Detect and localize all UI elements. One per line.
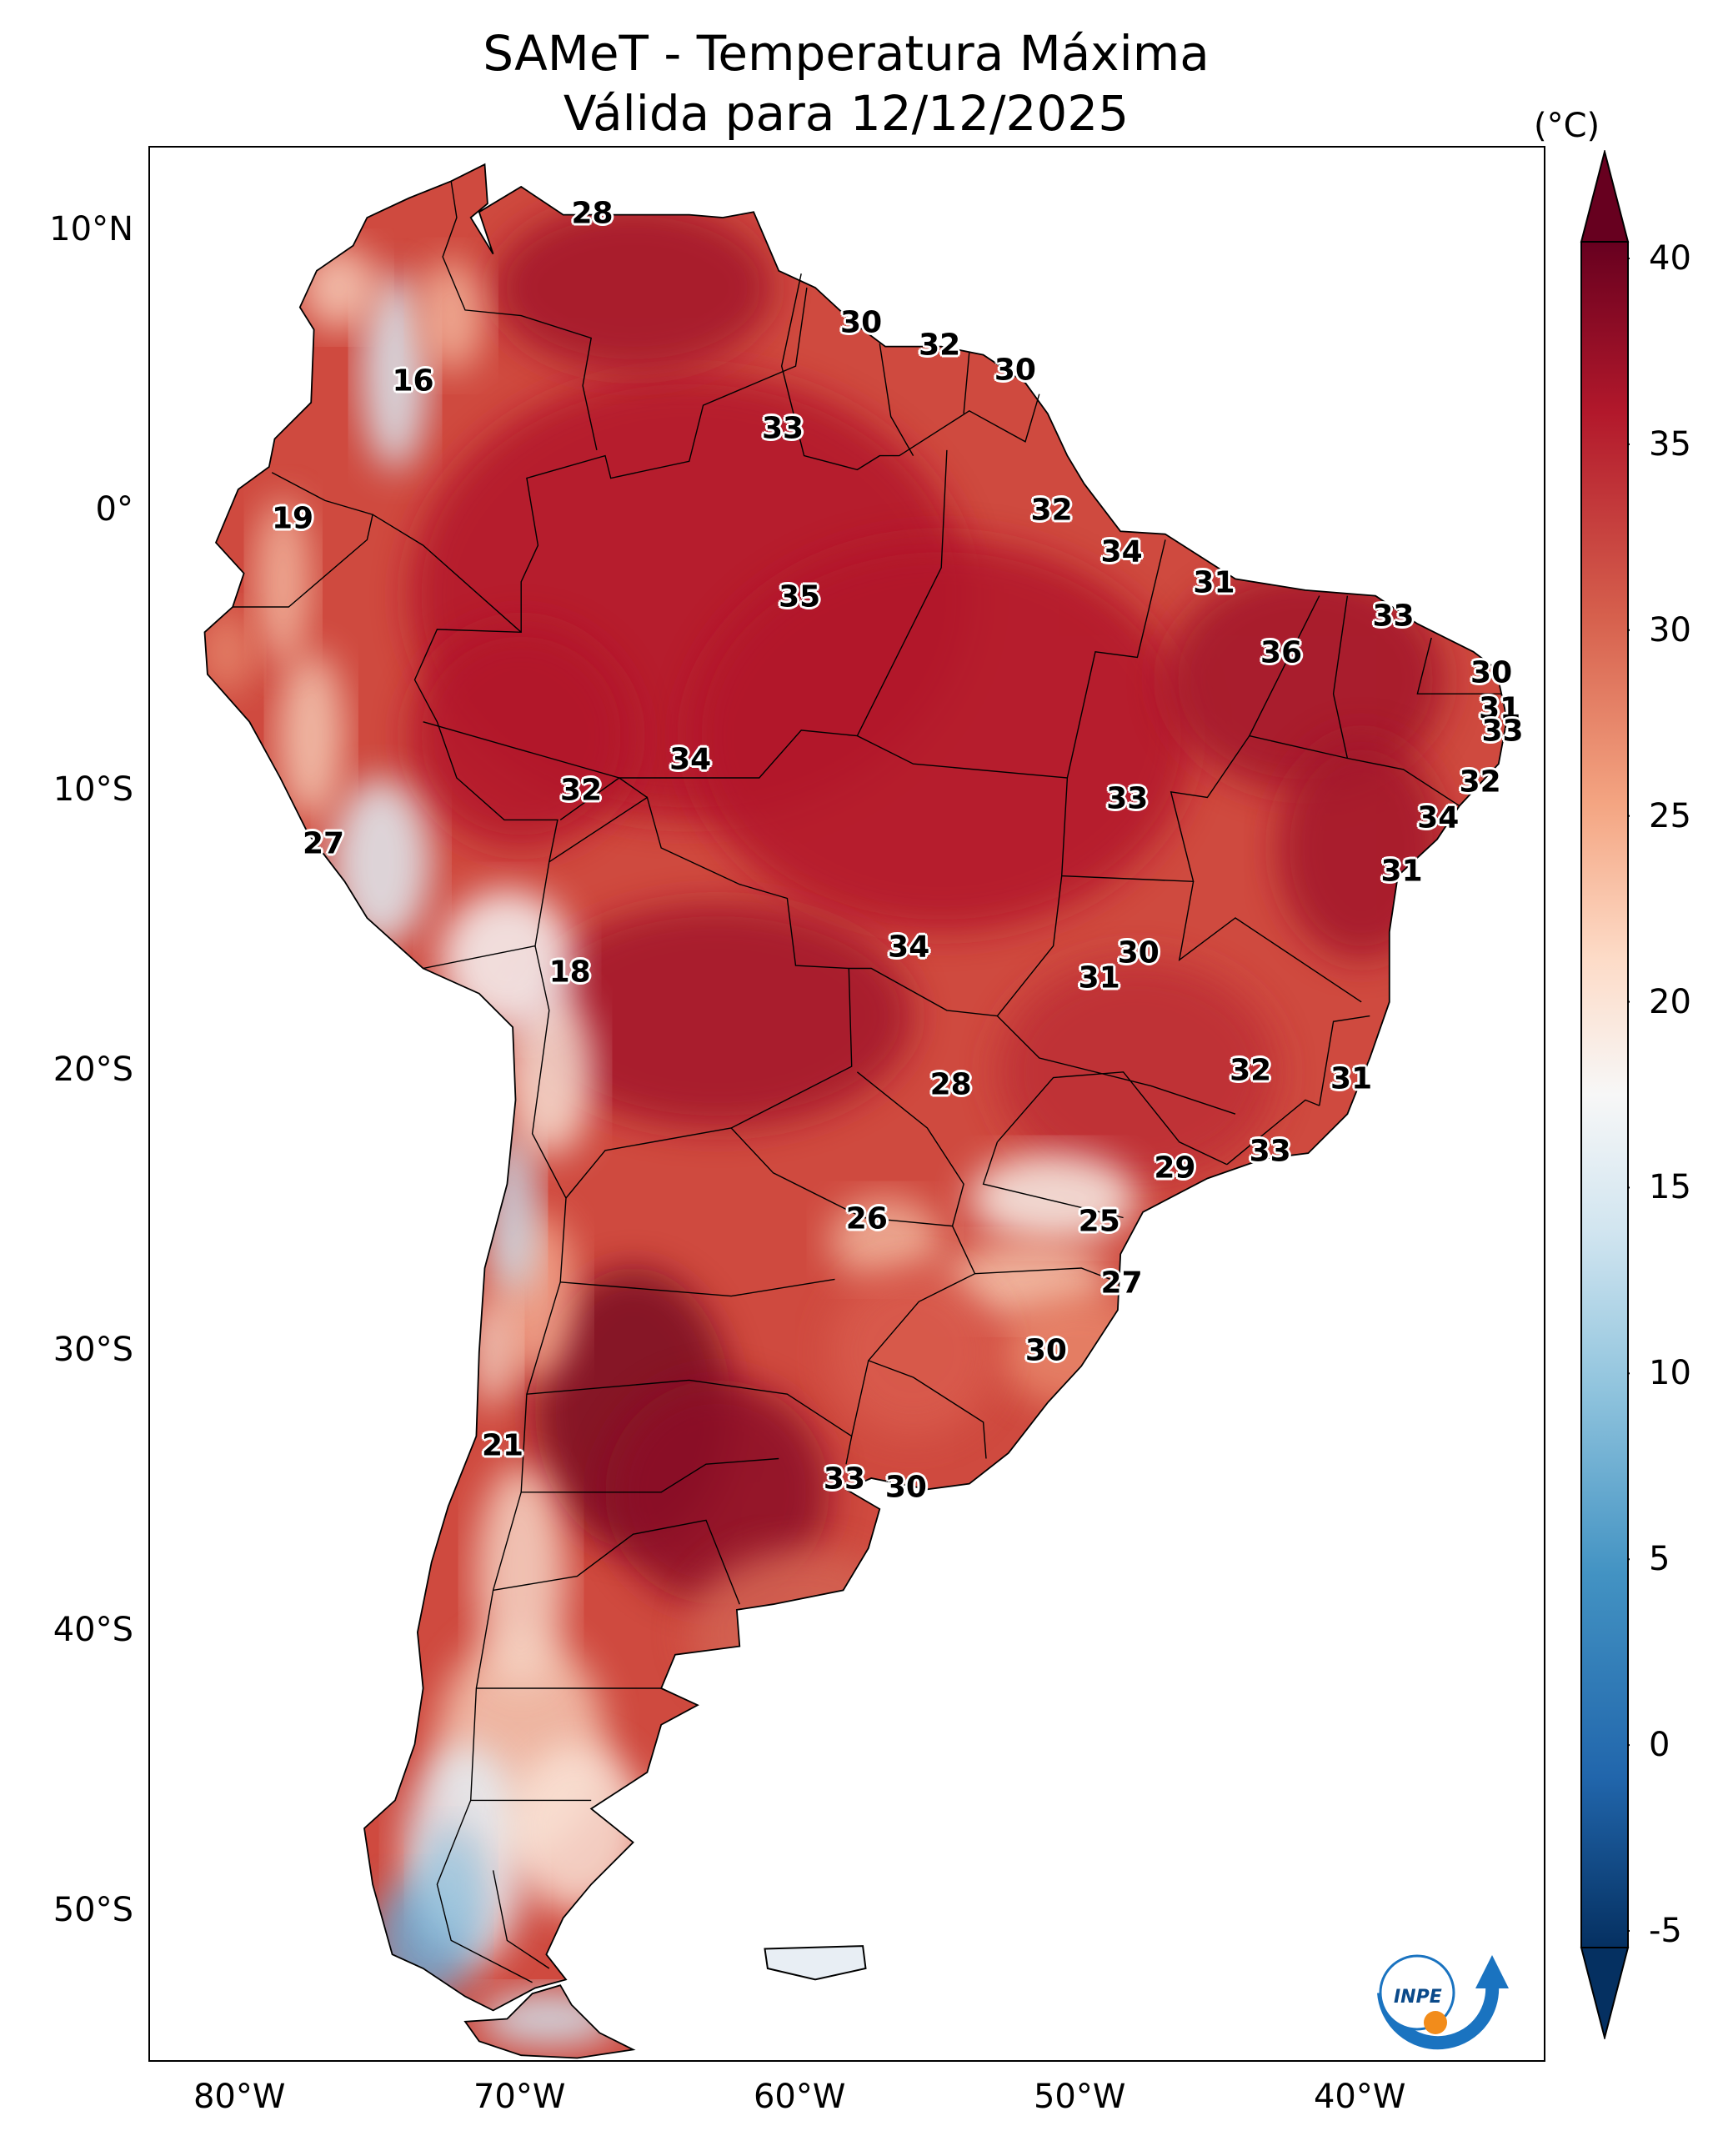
colorbar-tick-label: 10 <box>1649 1354 1691 1393</box>
temperature-label: 33 <box>823 1462 866 1497</box>
temperature-label: 28 <box>929 1067 972 1102</box>
temperature-label: 31 <box>1330 1061 1373 1096</box>
temperature-label: 34 <box>1100 534 1143 569</box>
temperature-label: 36 <box>1260 635 1303 670</box>
temperature-label: 27 <box>1100 1266 1143 1301</box>
country-borders <box>233 181 1502 1983</box>
longitude-tick: 60°W <box>753 2078 846 2116</box>
temperature-label: 33 <box>761 411 804 446</box>
temperature-label: 32 <box>919 328 961 363</box>
temperature-label: 26 <box>845 1201 888 1236</box>
inpe-logo: INPE <box>1377 1954 1509 2050</box>
longitude-tick: 80°W <box>193 2078 286 2116</box>
temperature-label: 33 <box>1249 1134 1291 1169</box>
temperature-label: 16 <box>392 364 434 399</box>
temperature-label: 32 <box>560 773 603 808</box>
temperature-label: 32 <box>1459 765 1501 800</box>
colorbar-tick-label: 15 <box>1649 1168 1691 1207</box>
map-panel <box>148 146 1545 2062</box>
temperature-label: 31 <box>1078 960 1120 995</box>
latitude-tick: 30°S <box>53 1330 133 1369</box>
temperature-label: 21 <box>481 1428 524 1463</box>
colorbar-tick-label: 20 <box>1649 982 1691 1021</box>
latitude-tick: 20°S <box>53 1050 133 1089</box>
logo-text: INPE <box>1394 1987 1442 2008</box>
latitude-tick: 10°N <box>49 209 133 248</box>
temperature-label: 30 <box>884 1470 927 1505</box>
latitude-tick: 0° <box>95 489 133 529</box>
colorbar-tick-label: 5 <box>1649 1540 1670 1579</box>
map-title: SAMeT - Temperatura Máxima Válida para 1… <box>0 23 1692 143</box>
temperature-label: 32 <box>1230 1053 1272 1088</box>
colorbar-tick-label: -5 <box>1649 1912 1682 1950</box>
title-line-1: SAMeT - Temperatura Máxima <box>483 25 1210 82</box>
temperature-label: 30 <box>1024 1333 1067 1368</box>
colorbar <box>1580 150 1630 2039</box>
colorbar-tick-label: 30 <box>1649 610 1691 649</box>
temperature-label: 25 <box>1078 1204 1120 1239</box>
colorbar-tick-label: 25 <box>1649 796 1691 835</box>
temperature-label: 34 <box>1417 800 1460 835</box>
colorbar-gradient <box>1580 241 1629 1948</box>
continent-land <box>203 163 1508 2059</box>
temperature-label: 33 <box>1106 781 1149 816</box>
temperature-label: 34 <box>888 930 930 965</box>
temperature-label: 31 <box>1193 565 1235 600</box>
latitude-tick: 40°S <box>53 1610 133 1649</box>
latitude-tick: 50°S <box>53 1890 133 1929</box>
title-line-2: Válida para 12/12/2025 <box>563 85 1129 142</box>
temperature-label: 28 <box>571 196 614 231</box>
latitude-tick: 10°S <box>53 770 133 809</box>
longitude-tick: 40°W <box>1313 2078 1406 2116</box>
colorbar-min-extension <box>1580 1947 1630 2039</box>
temperature-label: 33 <box>1481 714 1524 749</box>
temperature-label: 19 <box>271 501 314 536</box>
temperature-label: 32 <box>1030 493 1073 528</box>
temperature-label: 30 <box>840 305 883 340</box>
temperature-label: 29 <box>1154 1151 1196 1186</box>
temperature-label: 31 <box>1479 691 1521 726</box>
temperature-label: 18 <box>548 955 591 990</box>
temperature-label: 33 <box>1372 599 1415 634</box>
colorbar-unit: (°C) <box>1534 107 1600 145</box>
temperature-map <box>203 163 1508 2059</box>
longitude-tick: 70°W <box>473 2078 566 2116</box>
temperature-label: 30 <box>1470 655 1513 690</box>
colorbar-tick-label: 40 <box>1649 239 1691 278</box>
temperature-label: 31 <box>1380 854 1423 889</box>
longitude-tick: 50°W <box>1033 2078 1126 2116</box>
temperature-label: 27 <box>302 826 345 861</box>
colorbar-tick-label: 35 <box>1649 424 1691 464</box>
temperature-label: 30 <box>994 353 1036 388</box>
temperature-label: 34 <box>669 742 712 777</box>
colorbar-max-extension <box>1580 150 1630 243</box>
temperature-label: 35 <box>779 579 821 614</box>
temperature-label: 30 <box>1117 935 1160 970</box>
colorbar-tick-label: 0 <box>1649 1726 1670 1765</box>
